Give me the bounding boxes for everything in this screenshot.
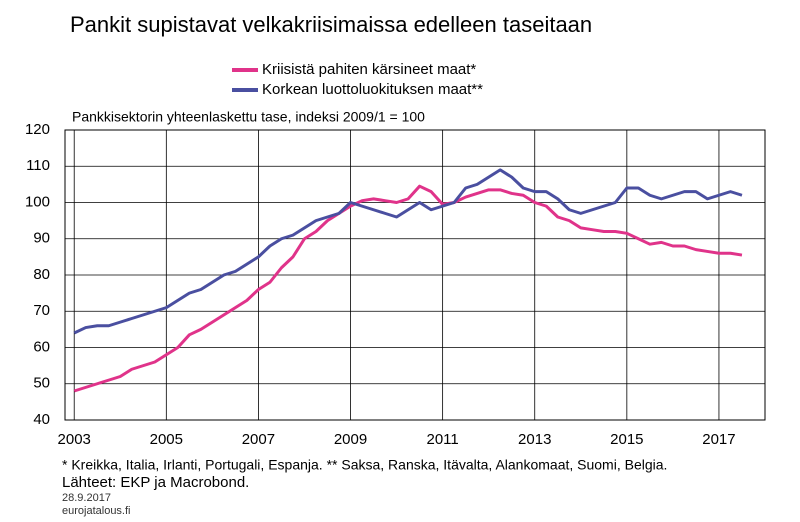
- y-tick-label: 110: [26, 157, 50, 174]
- chart-title: Pankit supistavat velkakriisimaissa edel…: [70, 12, 592, 37]
- subtitle: Pankkisektorin yhteenlaskettu tase, inde…: [72, 109, 425, 125]
- y-tick-label: 120: [25, 121, 50, 138]
- site: eurojatalous.fi: [62, 505, 131, 517]
- series-line: [73, 168, 743, 335]
- y-tick-label: 100: [25, 193, 50, 210]
- y-tick-label: 80: [33, 266, 50, 283]
- y-tick-label: 60: [33, 338, 50, 355]
- x-tick-label: 2007: [242, 431, 275, 448]
- x-tick-label: 2005: [150, 431, 183, 448]
- legend-label: Kriisistä pahiten kärsineet maat*: [262, 61, 476, 78]
- y-tick-label: 50: [33, 375, 50, 392]
- y-tick-label: 40: [33, 411, 50, 428]
- footnote: * Kreikka, Italia, Irlanti, Portugali, E…: [62, 457, 667, 473]
- series-line: [73, 184, 743, 393]
- y-tick-label: 70: [33, 302, 50, 319]
- date: 28.9.2017: [62, 492, 111, 504]
- source: Lähteet: EKP ja Macrobond.: [62, 474, 249, 491]
- x-tick-label: 2015: [610, 431, 643, 448]
- x-tick-label: 2017: [702, 431, 735, 448]
- y-tick-label: 90: [33, 230, 50, 247]
- x-tick-label: 2009: [334, 431, 367, 448]
- x-tick-label: 2011: [426, 431, 458, 448]
- x-tick-label: 2003: [58, 431, 91, 448]
- x-tick-label: 2013: [518, 431, 551, 448]
- plot-frame: [64, 129, 766, 421]
- legend-label: Korkean luottoluokituksen maat**: [262, 81, 483, 98]
